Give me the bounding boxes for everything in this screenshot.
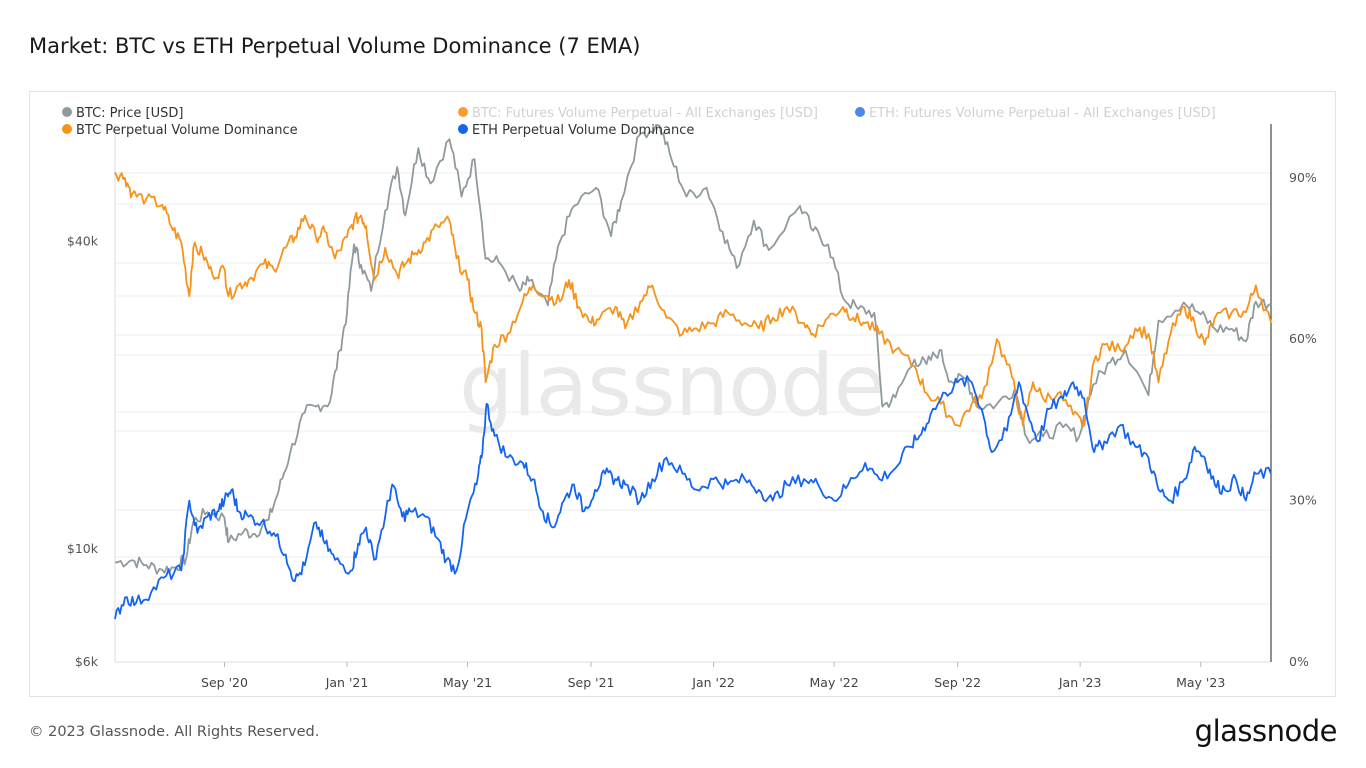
brand-logo[interactable]: glassnode bbox=[1194, 714, 1338, 748]
x-tick-label: Sep '22 bbox=[934, 675, 981, 690]
x-tick-label: Sep '21 bbox=[568, 675, 615, 690]
legend-marker[interactable] bbox=[458, 107, 468, 117]
chart-title: Market: BTC vs ETH Perpetual Volume Domi… bbox=[29, 34, 641, 58]
x-tick-label: Sep '20 bbox=[201, 675, 248, 690]
legend-marker[interactable] bbox=[62, 107, 72, 117]
x-tick-label: May '23 bbox=[1176, 675, 1225, 690]
legend-marker[interactable] bbox=[855, 107, 865, 117]
x-tick-label: Jan '22 bbox=[691, 675, 735, 690]
y-left-tick-label: $6k bbox=[75, 654, 99, 669]
x-tick-label: Jan '23 bbox=[1058, 675, 1102, 690]
legend-marker[interactable] bbox=[62, 124, 72, 134]
legend-item-label[interactable]: ETH: Futures Volume Perpetual - All Exch… bbox=[869, 106, 1216, 121]
legend-marker[interactable] bbox=[458, 124, 468, 134]
y-right-tick-label: 0% bbox=[1289, 654, 1309, 669]
copyright-footer: © 2023 Glassnode. All Rights Reserved. bbox=[29, 724, 320, 740]
chart-frame bbox=[29, 91, 1336, 697]
y-left-tick-label: $40k bbox=[67, 234, 99, 249]
series-line-btc-price bbox=[114, 124, 1272, 575]
x-tick-label: May '21 bbox=[443, 675, 492, 690]
legend-item-label[interactable]: ETH Perpetual Volume Dominance bbox=[472, 123, 694, 138]
y-left-tick-label: $10k bbox=[67, 541, 99, 556]
y-right-tick-label: 60% bbox=[1289, 331, 1317, 346]
x-tick-label: May '22 bbox=[810, 675, 859, 690]
series-line-btc-perp-dominance bbox=[114, 172, 1272, 428]
y-right-tick-label: 30% bbox=[1289, 493, 1317, 508]
legend-item-label[interactable]: BTC: Futures Volume Perpetual - All Exch… bbox=[472, 106, 818, 121]
series-line-eth-perp-dominance bbox=[114, 375, 1272, 620]
y-right-tick-label: 90% bbox=[1289, 170, 1317, 185]
x-tick-label: Jan '21 bbox=[325, 675, 369, 690]
legend-item-label[interactable]: BTC: Price [USD] bbox=[76, 106, 183, 121]
legend-item-label[interactable]: BTC Perpetual Volume Dominance bbox=[76, 123, 298, 138]
